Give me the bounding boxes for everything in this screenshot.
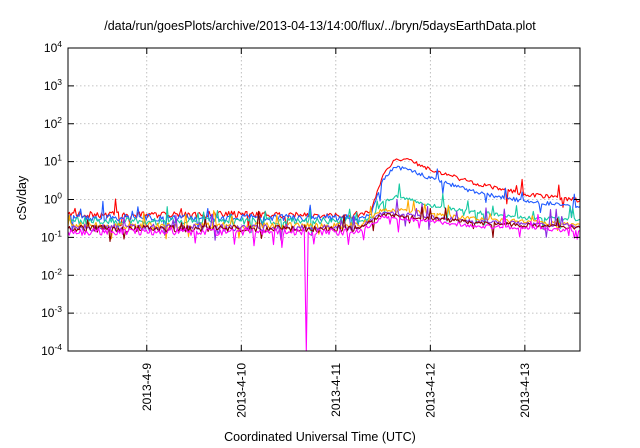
chart-title: /data/run/goesPlots/archive/2013-04-13/1… [104,19,536,33]
series-line-2 [67,183,581,237]
series-line-0 [67,158,581,230]
x-tick-label: 2013-4-9 [140,363,154,411]
y-tick-label: 101 [44,153,62,169]
x-tick-label: 2013-4-10 [234,363,248,418]
y-tick-label: 102 [44,115,62,131]
y-tick-label: 104 [44,39,62,55]
x-tick-label: 2013-4-13 [518,363,532,418]
axis-ticks: 10-4 10-3 10-2 10-1 100 101 102 103 104 2013-4-9 2… [41,39,580,418]
y-tick-label: 10-3 [41,304,62,320]
y-tick-label: 100 [44,191,62,207]
x-tick-label: 2013-4-12 [423,363,437,418]
y-tick-label: 103 [44,77,62,93]
y-tick-label: 10-2 [41,266,62,282]
series-line-6 [67,213,581,352]
y-tick-label: 10-1 [41,228,62,244]
grid [68,47,580,352]
series-line-4 [67,198,581,241]
x-tick-label: 2013-4-11 [329,363,343,417]
x-axis-label: Coordinated Universal Time (UTC) [224,430,416,444]
y-tick-label: 10-4 [41,342,62,358]
series-group [67,158,581,352]
